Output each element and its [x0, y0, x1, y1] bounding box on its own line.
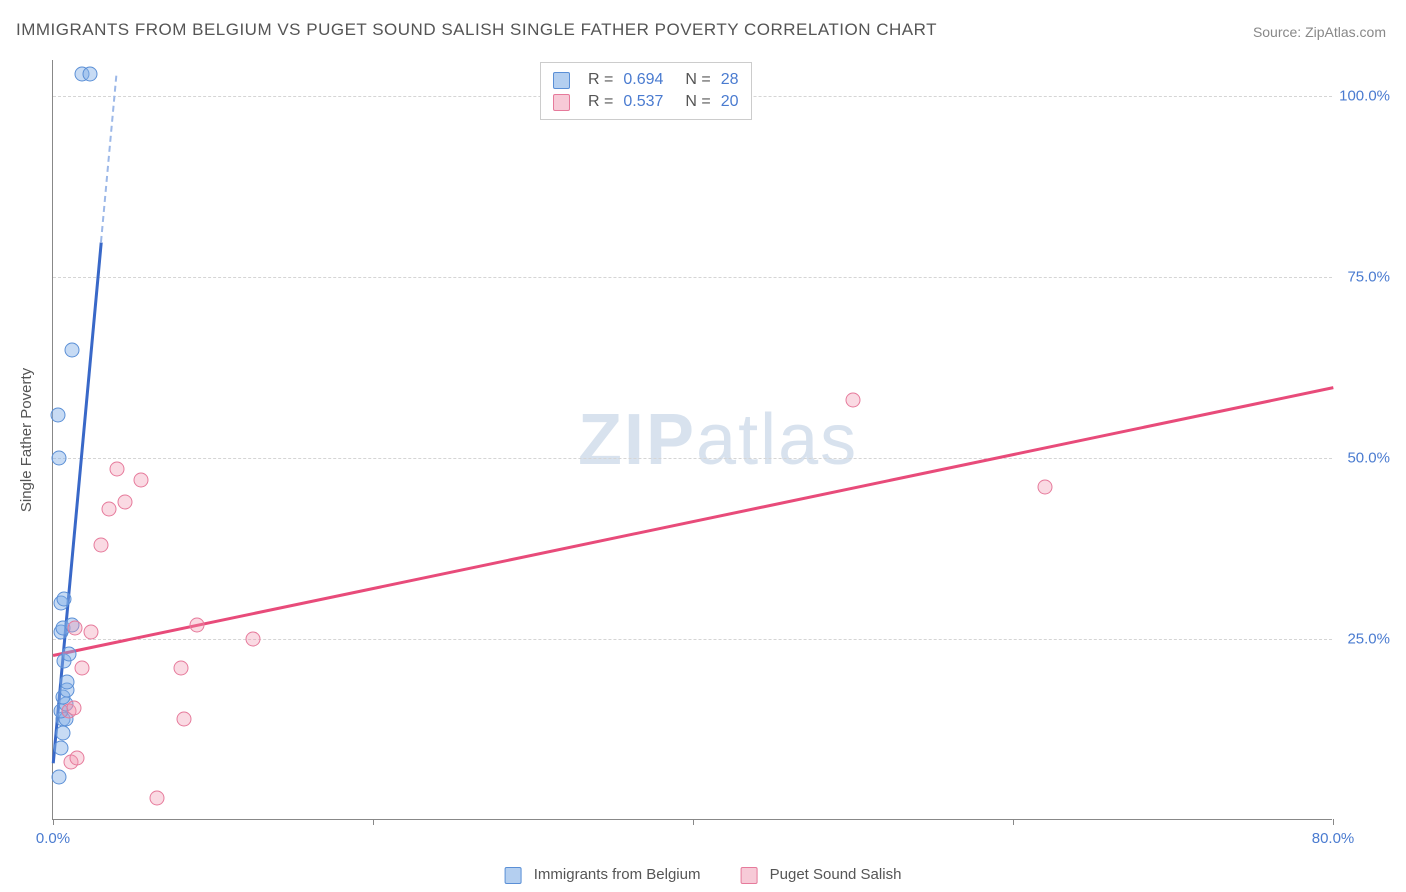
x-tick-mark	[693, 819, 694, 825]
gridline	[53, 277, 1332, 278]
x-tick-label: 80.0%	[1312, 830, 1355, 847]
y-tick-label: 100.0%	[1339, 88, 1390, 105]
source-label: Source: ZipAtlas.com	[1253, 24, 1386, 40]
legend-bottom: Immigrants from Belgium Puget Sound Sali…	[505, 866, 902, 884]
data-point	[102, 501, 117, 516]
n-value-pink: 20	[721, 93, 739, 111]
swatch-pink-icon	[553, 94, 570, 111]
data-point	[52, 769, 67, 784]
data-point	[177, 711, 192, 726]
data-point	[55, 726, 70, 741]
data-point	[50, 407, 65, 422]
x-tick-mark	[1333, 819, 1334, 825]
stats-row-blue: R = 0.694 N = 28	[553, 69, 739, 91]
trendline-blue	[52, 242, 102, 763]
r-value-pink: 0.537	[623, 93, 663, 111]
legend-item-blue: Immigrants from Belgium	[505, 866, 701, 884]
y-axis-label: Single Father Poverty	[18, 368, 35, 512]
x-tick-mark	[1013, 819, 1014, 825]
legend-label-pink: Puget Sound Salish	[770, 866, 902, 883]
chart-title: IMMIGRANTS FROM BELGIUM VS PUGET SOUND S…	[16, 20, 937, 40]
data-point	[68, 621, 83, 636]
x-tick-mark	[373, 819, 374, 825]
legend-label-blue: Immigrants from Belgium	[534, 866, 701, 883]
trendline-blue-dashed	[100, 75, 117, 242]
stats-row-pink: R = 0.537 N = 20	[553, 91, 739, 113]
n-label: N =	[685, 93, 710, 111]
data-point	[70, 751, 85, 766]
data-point	[54, 740, 69, 755]
data-point	[1038, 480, 1053, 495]
data-point	[846, 393, 861, 408]
data-point	[110, 461, 125, 476]
data-point	[118, 494, 133, 509]
r-label: R =	[588, 71, 613, 89]
swatch-pink-icon	[740, 867, 757, 884]
watermark: ZIPatlas	[578, 399, 858, 481]
swatch-blue-icon	[505, 867, 522, 884]
data-point	[84, 624, 99, 639]
data-point	[60, 675, 75, 690]
data-point	[66, 700, 81, 715]
data-point	[94, 537, 109, 552]
data-point	[57, 592, 72, 607]
data-point	[190, 617, 205, 632]
legend-item-pink: Puget Sound Salish	[740, 866, 901, 884]
chart-container: IMMIGRANTS FROM BELGIUM VS PUGET SOUND S…	[0, 0, 1406, 892]
stats-legend: R = 0.694 N = 28 R = 0.537 N = 20	[540, 62, 752, 120]
data-point	[62, 646, 77, 661]
data-point	[174, 661, 189, 676]
n-label: N =	[685, 71, 710, 89]
n-value-blue: 28	[721, 71, 739, 89]
r-value-blue: 0.694	[623, 71, 663, 89]
gridline	[53, 458, 1332, 459]
trendline-pink	[53, 386, 1333, 656]
data-point	[134, 472, 149, 487]
data-point	[74, 661, 89, 676]
data-point	[246, 632, 261, 647]
swatch-blue-icon	[553, 72, 570, 89]
y-tick-label: 75.0%	[1347, 269, 1390, 286]
x-tick-label: 0.0%	[36, 830, 70, 847]
plot-area: ZIPatlas 25.0%50.0%75.0%100.0%0.0%80.0%	[52, 60, 1332, 820]
data-point	[65, 342, 80, 357]
r-label: R =	[588, 93, 613, 111]
data-point	[82, 67, 97, 82]
y-tick-label: 50.0%	[1347, 450, 1390, 467]
x-tick-mark	[53, 819, 54, 825]
data-point	[52, 451, 67, 466]
data-point	[150, 791, 165, 806]
y-tick-label: 25.0%	[1347, 631, 1390, 648]
